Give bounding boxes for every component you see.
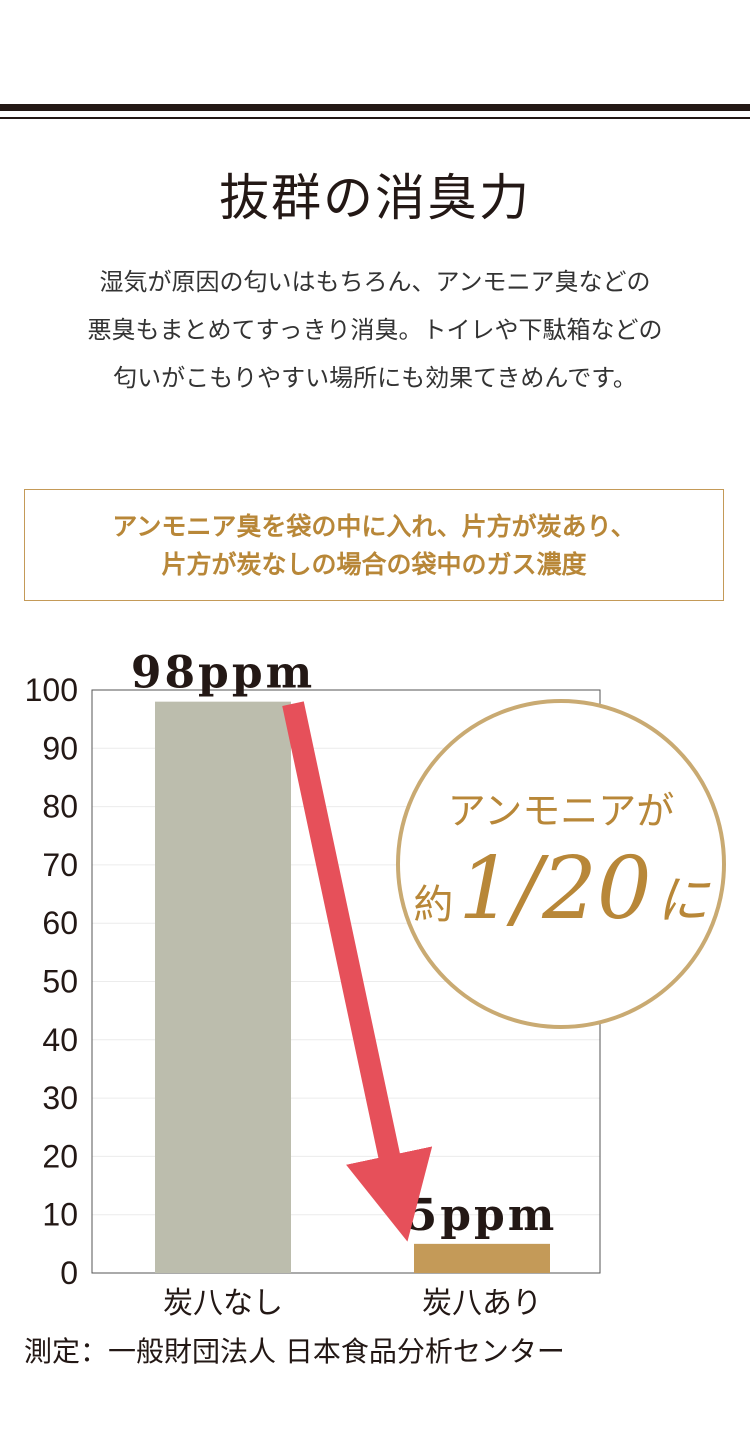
ammonia-concentration-chart: 0 10 20 30 40 50 60 70 80 90 100 炭八なし 炭八あり 98ppm 5ppm… (25, 648, 726, 1320)
y-tick-label-40: 40 (42, 1022, 78, 1058)
experiment-notice-box: アンモニア臭を袋の中に入れ、片方が炭あり、 片方が炭なしの場合の袋中のガス濃度 (24, 489, 724, 601)
y-tick-label-100: 100 (25, 672, 78, 708)
badge-prefix: 約 (413, 882, 453, 928)
y-tick-label-20: 20 (42, 1138, 78, 1174)
x-category-label-2: 炭八あり (422, 1286, 542, 1320)
decrease-arrow (282, 701, 433, 1242)
description-line-1: 湿気が原因の匂いはもちろん、アンモニア臭などの (99, 268, 651, 296)
description-line-3: 匂いがこもりやすい場所にも効果てきめんです。 (113, 364, 637, 392)
top-divider-thin (0, 117, 750, 119)
bar-1 (155, 701, 291, 1273)
y-tick-label-50: 50 (42, 964, 78, 1000)
top-divider-thick (0, 104, 750, 111)
y-tick-label-30: 30 (42, 1080, 78, 1116)
y-tick-label-90: 90 (42, 730, 78, 766)
x-category-label-1: 炭八なし (163, 1286, 283, 1320)
reduction-badge: アンモニアが 約 1/20 に (396, 699, 726, 1029)
measurement-source: 測定：一般財団法人 日本食品分析センター (24, 1335, 565, 1368)
y-tick-label-0: 0 (60, 1255, 78, 1291)
page-title: 抜群の消臭力 (219, 169, 531, 227)
bar-2 (414, 1243, 550, 1273)
description: 湿気が原因の匂いはもちろん、アンモニア臭などの 悪臭もまとめてすっきり消臭。トイ… (0, 258, 750, 402)
axes: 0 10 20 30 40 50 60 70 80 90 100 炭八なし 炭八あり (25, 672, 601, 1320)
badge-suffix: に (657, 871, 711, 931)
badge-caption: アンモニアが (448, 789, 674, 833)
y-tick-label-80: 80 (42, 789, 78, 825)
notice-line-2: 片方が炭なしの場合の袋中のガス濃度 (161, 550, 587, 579)
y-tick-label-10: 10 (42, 1197, 78, 1233)
badge-ring (396, 699, 726, 1029)
y-tick-label-70: 70 (42, 847, 78, 883)
description-line-2: 悪臭もまとめてすっきり消臭。トイレや下駄箱などの (87, 316, 663, 344)
y-tick-label-60: 60 (42, 905, 78, 941)
data-label-1: 98ppm (131, 648, 315, 699)
badge-ratio-value: 1/20 (458, 839, 651, 939)
badge-ratio: 約 1/20 に (413, 839, 710, 939)
data-label-2: 5ppm (407, 1190, 558, 1241)
bars (155, 701, 550, 1273)
notice-line-1: アンモニア臭を袋の中に入れ、片方が炭あり、 (112, 512, 636, 541)
